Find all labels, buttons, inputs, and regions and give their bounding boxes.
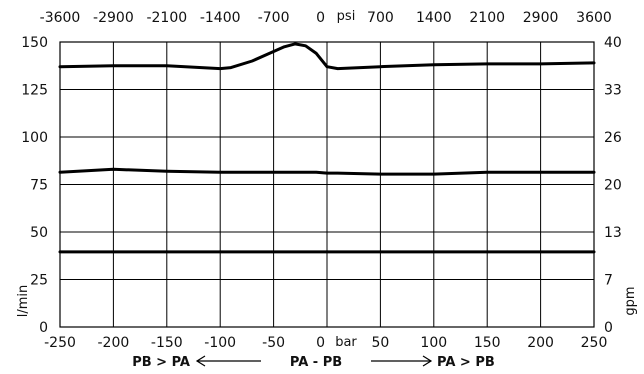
left-axis-label: l/min <box>16 285 31 318</box>
bottom-axis-tick-label: 250 <box>581 335 608 351</box>
bottom-axis-tick-label: -150 <box>151 335 183 351</box>
right-axis-tick-label: 26 <box>604 130 622 146</box>
annotation-pb-gt-pa: PB > PA <box>132 355 190 370</box>
right-axis-tick-label: 0 <box>604 320 613 336</box>
left-axis-tick-label: 100 <box>21 130 48 146</box>
bottom-axis-tick-label: -250 <box>44 335 76 351</box>
left-axis-tick-label: 75 <box>30 178 48 194</box>
arrow-right-head <box>422 355 433 367</box>
top-axis-tick-label: 1400 <box>416 10 452 26</box>
top-axis-tick-label: 3600 <box>576 10 612 26</box>
top-axis-tick-label: -1400 <box>200 10 241 26</box>
right-axis-tick-label: 33 <box>604 83 622 99</box>
left-axis-tick-label: 150 <box>21 35 48 51</box>
left-axis-tick-label: 0 <box>39 320 48 336</box>
series-line-2 <box>58 167 596 176</box>
right-axis-tick-label: 20 <box>604 178 622 194</box>
top-axis-tick-label: -700 <box>258 10 290 26</box>
bottom-axis-tick-label: -200 <box>98 335 130 351</box>
right-axis-label: gpm <box>623 286 638 315</box>
arrow-left-head <box>195 355 206 367</box>
ticks-layer: -250 -200 -150 -100 -50 0 50 100 150 200 250-3600-… <box>21 10 622 351</box>
right-axis-tick-label: 7 <box>604 273 613 289</box>
annotation-pa-minus-pb: PA - PB <box>290 355 342 370</box>
right-axis-tick-label: 13 <box>604 225 622 241</box>
bottom-axis-tick-label: 100 <box>420 335 447 351</box>
bottom-axis-tick-label: 0 <box>316 335 325 351</box>
plot-frame <box>59 41 595 328</box>
bottom-axis-tick-label: 200 <box>527 335 554 351</box>
bottom-axis-tick-label: 150 <box>474 335 501 351</box>
top-axis-unit: psi <box>337 9 356 24</box>
top-axis-tick-label: 2900 <box>523 10 559 26</box>
bottom-axis-unit: bar <box>335 335 357 350</box>
grid-layer <box>59 41 595 328</box>
top-axis-tick-label: 0 <box>316 10 325 26</box>
top-axis-tick-label: -2900 <box>93 10 134 26</box>
left-axis-tick-label: 25 <box>30 273 48 289</box>
top-axis-tick-label: 2100 <box>469 10 505 26</box>
series-layer <box>58 42 596 254</box>
left-axis-tick-label: 50 <box>30 225 48 241</box>
bottom-axis-tick-label: 50 <box>371 335 389 351</box>
bottom-axis-tick-label: -100 <box>204 335 236 351</box>
series-line-1 <box>58 42 596 71</box>
right-axis-tick-label: 40 <box>604 35 622 51</box>
top-axis-tick-label: -2100 <box>146 10 187 26</box>
bottom-axis-tick-label: -50 <box>262 335 285 351</box>
top-axis-tick-label: 700 <box>367 10 394 26</box>
annotation-pa-gt-pb: PA > PB <box>437 355 495 370</box>
left-axis-tick-label: 125 <box>21 83 48 99</box>
top-axis-tick-label: -3600 <box>40 10 81 26</box>
